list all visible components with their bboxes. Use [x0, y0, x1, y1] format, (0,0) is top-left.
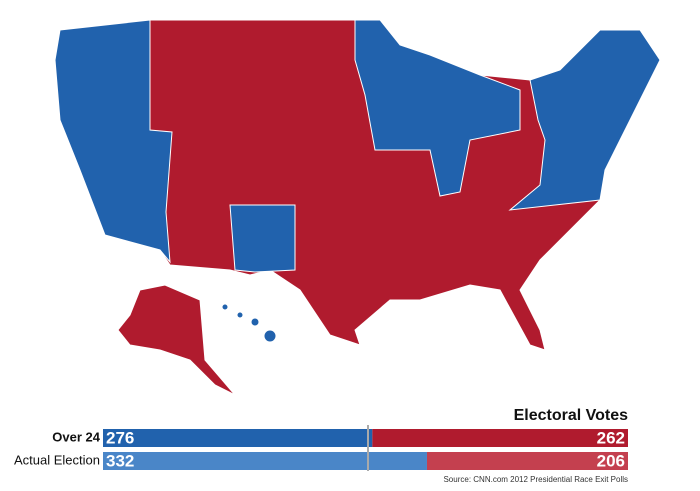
row-label: Over 24: [52, 429, 100, 444]
rep-value: 206: [597, 451, 625, 470]
hawaii: [221, 303, 277, 343]
dem-value: 332: [106, 451, 134, 470]
rep-bar: [372, 429, 628, 447]
rep-value: 262: [597, 428, 625, 447]
hawaii-island: [236, 311, 244, 319]
row-label: Actual Election: [14, 452, 100, 467]
dem-value: 276: [106, 428, 134, 447]
west-coast: [54, 19, 173, 264]
upper-midwest: [354, 19, 521, 197]
hawaii-island: [250, 317, 260, 327]
new-mexico: [229, 204, 296, 273]
legend-title: Electoral Votes: [514, 407, 629, 424]
rep-bar: [426, 452, 628, 470]
us-map: [54, 19, 661, 396]
hawaii-island: [221, 303, 229, 311]
hawaii-island: [263, 329, 277, 343]
dem-bar: [103, 452, 427, 470]
source: Source: CNN.com 2012 Presidential Race E…: [443, 475, 628, 484]
dem-bar: [103, 429, 373, 447]
alaska: [117, 284, 236, 396]
northeast: [508, 29, 661, 211]
vote-bars: Over 24 276 262 Actual Election 332 206: [14, 428, 628, 470]
